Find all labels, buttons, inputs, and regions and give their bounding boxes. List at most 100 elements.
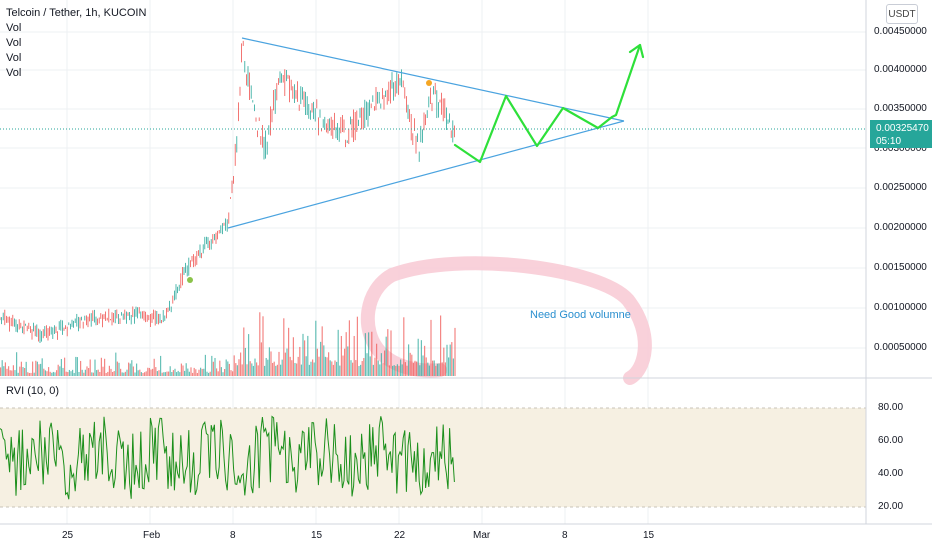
time-tick: Mar — [473, 530, 491, 541]
volume-bar — [244, 347, 246, 376]
volume-bar — [318, 356, 320, 376]
volume-bar — [193, 367, 195, 376]
volume-bar — [57, 364, 59, 376]
currency-button[interactable]: USDT — [886, 4, 918, 24]
volume-bar — [62, 367, 64, 376]
volume-bar — [222, 372, 224, 376]
volume-bar — [315, 320, 317, 376]
volume-bar — [288, 327, 290, 376]
volume-bar — [235, 363, 237, 376]
volume-bar — [340, 335, 342, 376]
volume-bar — [169, 366, 171, 376]
volume-bar — [412, 363, 414, 376]
projection-path[interactable] — [453, 43, 645, 164]
volume-bar — [230, 370, 232, 376]
volume-bar — [123, 372, 125, 376]
volume-bar — [427, 362, 429, 376]
volume-bar — [289, 356, 291, 376]
volume-bar — [190, 367, 192, 376]
signal-marker-orange — [426, 80, 432, 86]
time-tick: 8 — [562, 530, 568, 541]
volume-bar — [134, 372, 136, 376]
volume-bar — [451, 342, 453, 376]
time-tick: 15 — [311, 530, 323, 541]
volume-bar — [400, 359, 402, 376]
volume-bar — [236, 365, 238, 376]
volume-bar — [105, 372, 107, 376]
volume-bar — [52, 371, 54, 376]
time-tick: 15 — [643, 530, 655, 541]
volume-bar — [332, 364, 334, 376]
volume-bar — [128, 362, 130, 376]
volume-bar — [88, 368, 90, 376]
volume-bar — [33, 372, 35, 376]
volume-bar — [443, 347, 445, 376]
volume-bar — [448, 357, 450, 376]
volume-bar — [416, 361, 418, 376]
volume-bar — [385, 336, 387, 376]
time-tick: 25 — [62, 530, 74, 541]
volume-bar — [51, 372, 53, 376]
volume-bar — [353, 335, 355, 376]
volume-bar — [380, 353, 382, 376]
volume-bar — [102, 366, 104, 376]
volume-bar — [376, 343, 378, 376]
volume-bar — [316, 348, 318, 376]
volume-bar — [307, 335, 309, 376]
volume-highlight-circle — [360, 256, 652, 385]
volume-bar — [225, 359, 227, 376]
volume-bar — [363, 358, 365, 376]
volume-bar — [100, 357, 102, 376]
volume-bar — [396, 364, 398, 376]
volume-bar — [8, 366, 10, 376]
volume-bar — [444, 362, 446, 376]
volume-bar — [256, 362, 258, 376]
volume-bar — [392, 365, 394, 376]
volume-bar — [65, 371, 67, 376]
last-price-tag: 0.00325470 05:10 — [870, 120, 932, 148]
volume-bar — [116, 361, 118, 376]
volume-bar — [19, 366, 21, 376]
volume-bar — [184, 370, 186, 376]
volume-bar — [262, 316, 264, 376]
volume-bar — [339, 365, 341, 376]
volume-bar — [358, 365, 360, 376]
volume-bar — [273, 361, 275, 376]
time-tick: Feb — [143, 530, 161, 541]
triangle-pattern[interactable] — [227, 37, 625, 229]
volume-bar — [329, 360, 331, 376]
volume-bar — [233, 355, 235, 376]
volume-bar — [113, 371, 115, 376]
volume-bar — [384, 350, 386, 376]
volume-bar — [171, 371, 173, 376]
volume-bar — [267, 359, 269, 376]
price-tick: 0.00400000 — [874, 64, 927, 75]
volume-bar — [14, 370, 16, 376]
volume-bar — [374, 357, 376, 376]
volume-bar — [342, 355, 344, 376]
volume-bar — [180, 363, 182, 376]
volume-bar — [120, 368, 122, 376]
volume-bar — [36, 361, 38, 376]
volume-bar — [75, 356, 77, 376]
price-tick: 0.00250000 — [874, 182, 927, 193]
volume-bar — [372, 364, 374, 376]
volume-bar — [164, 372, 166, 376]
volume-bar — [446, 344, 448, 376]
volume-bar — [92, 372, 94, 376]
volume-bar — [377, 360, 379, 376]
volume-bar — [22, 367, 24, 376]
annotation-text[interactable]: Need Good volumne — [530, 309, 631, 321]
volume-bar — [260, 342, 262, 376]
volume-bar — [212, 361, 214, 376]
volume-bar — [345, 332, 347, 376]
volume-bar — [232, 371, 234, 376]
volume-bar — [155, 367, 157, 376]
volume-bar — [337, 329, 339, 376]
price-tick: 0.00300000 — [874, 143, 927, 154]
volume-bar — [347, 346, 349, 376]
volume-bar — [16, 352, 18, 376]
volume-bar — [9, 370, 11, 376]
rvi-line — [0, 415, 455, 500]
